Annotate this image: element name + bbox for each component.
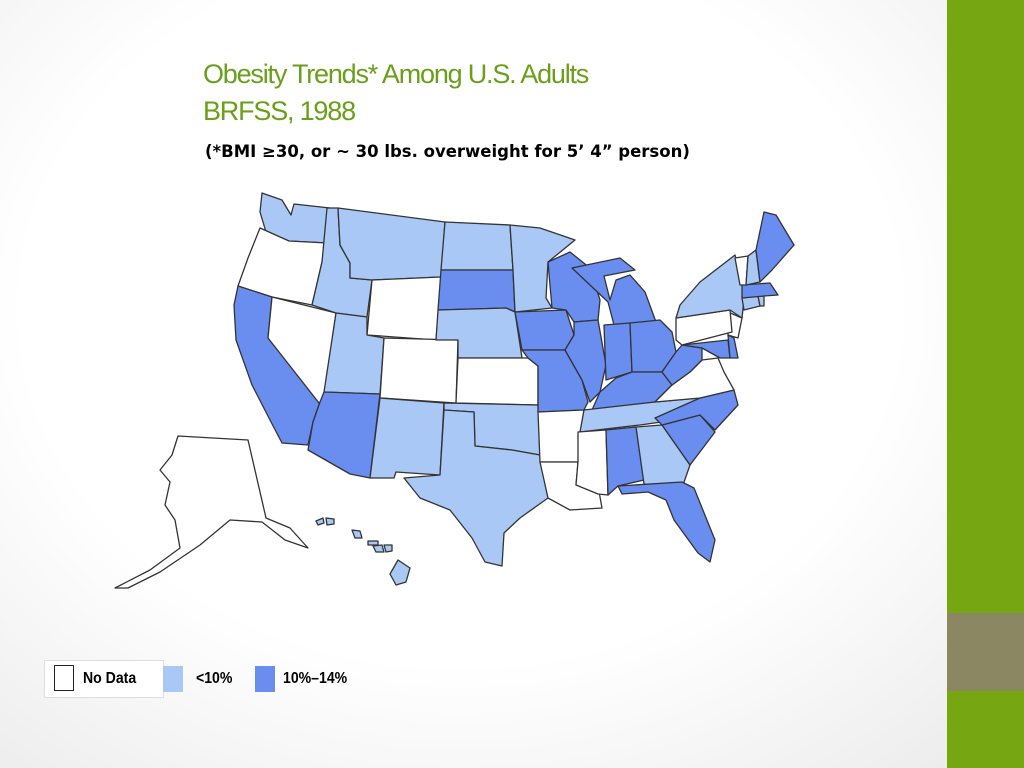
slide-title: Obesity Trends* Among U.S. Adults BRFSS,… bbox=[203, 56, 589, 130]
state-AZ bbox=[307, 391, 381, 479]
legend-swatch-10-14 bbox=[255, 666, 275, 692]
state-MS bbox=[575, 429, 609, 496]
state-IL bbox=[564, 319, 607, 403]
state-AR bbox=[537, 409, 585, 463]
state-HI-5 bbox=[372, 544, 385, 553]
state-MD bbox=[681, 339, 731, 359]
sidebar-accent-top bbox=[947, 0, 1024, 613]
state-IA bbox=[514, 309, 575, 351]
state-FL bbox=[617, 481, 716, 563]
legend-swatch-under-10 bbox=[163, 666, 183, 692]
state-ND bbox=[440, 221, 514, 271]
legend-label-under-10: <10% bbox=[196, 670, 233, 687]
state-MT bbox=[337, 207, 446, 281]
state-HI-7 bbox=[389, 559, 411, 586]
state-GA bbox=[635, 424, 691, 489]
state-MI bbox=[571, 257, 657, 326]
state-HI-3 bbox=[351, 529, 363, 539]
sidebar-accent-middle bbox=[947, 613, 1024, 691]
state-WY bbox=[366, 276, 442, 341]
state-MA bbox=[741, 282, 779, 299]
state-DE bbox=[727, 334, 739, 359]
state-MN bbox=[509, 224, 576, 313]
us-map bbox=[114, 192, 795, 589]
title-line-2: BRFSS, 1988 bbox=[203, 96, 356, 126]
state-HI-6 bbox=[383, 544, 393, 553]
state-CO bbox=[379, 337, 459, 404]
state-ME bbox=[755, 211, 795, 283]
legend-label-10-14: 10%–14% bbox=[283, 670, 348, 687]
legend-swatch-no-data bbox=[54, 665, 74, 691]
state-TX bbox=[403, 409, 549, 567]
state-HI-2 bbox=[325, 517, 335, 526]
state-AK bbox=[114, 435, 309, 589]
state-IN bbox=[603, 322, 633, 381]
state-NM bbox=[369, 397, 445, 479]
sidebar-accent-bottom bbox=[947, 691, 1024, 768]
state-HI-4 bbox=[367, 540, 379, 546]
state-HI-1 bbox=[315, 517, 325, 526]
state-NY bbox=[675, 254, 746, 319]
state-WV bbox=[661, 344, 703, 386]
state-SD bbox=[437, 269, 516, 313]
state-KS bbox=[455, 357, 539, 406]
state-AL bbox=[605, 426, 645, 496]
slide-subtitle: (*BMI ≥30, or ~ 30 lbs. overweight for 5… bbox=[205, 142, 690, 161]
legend-label-no-data: No Data bbox=[83, 670, 137, 687]
title-line-1: Obesity Trends* Among U.S. Adults bbox=[203, 59, 589, 89]
